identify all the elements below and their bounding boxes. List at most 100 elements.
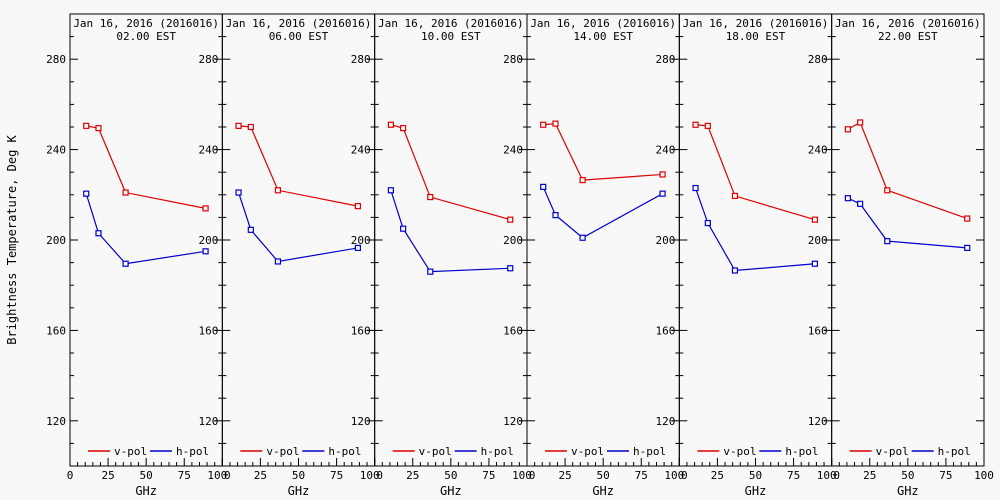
v-pol-line [86,125,206,209]
v-pol-marker [354,203,362,210]
h-pol-marker [354,244,362,252]
v-pol-marker [857,119,864,126]
legend-vpol-label: v-pol [876,445,909,458]
v-pol-marker [507,216,514,223]
y-tick-label: 120 [503,415,523,428]
x-tick-label: 100 [974,469,994,482]
x-tick-label: 25 [711,469,724,482]
panel-1000-est: 120 160 200 240 280 0 25 50 75 100 GHz Jan 16, 2016… [351,13,532,498]
x-tick-label: 50 [597,469,610,482]
y-tick-label: 240 [655,144,675,157]
y-tick-label: 240 [46,144,66,157]
panel-title: Jan 16, 2016 (2016016) [835,17,981,30]
h-pol-marker [692,184,699,192]
y-tick-label: 200 [198,234,218,247]
h-pol-marker [704,219,711,227]
h-pol-line [85,193,206,265]
x-tick-label: 75 [787,469,800,482]
panel-subtitle: 10.00 EST [421,30,481,43]
y-tick-label: 240 [198,144,218,157]
h-pol-marker [247,226,254,233]
x-tick-label: 100 [664,469,684,482]
h-pol-marker [83,190,90,197]
v-pol-marker [247,123,254,131]
h-pol-marker [579,234,586,241]
x-axis-label: GHz [135,484,157,498]
h-pol-marker [95,230,102,237]
v-pol-marker [704,122,711,129]
x-tick-label: 0 [681,469,688,482]
x-axis-label: GHz [592,484,614,498]
panel-title: Jan 16, 2016 (2016016) [378,17,524,30]
v-pol-marker [427,193,434,201]
x-tick-label: 75 [482,469,495,482]
legend-hpol-label: h-pol [328,445,361,458]
h-pol-marker [844,195,851,202]
y-tick-label: 120 [46,415,66,428]
panel-2200-est: 120 160 200 240 280 0 25 50 75 100 GHz Jan 16, 2016… [808,13,994,498]
v-pol-marker [579,177,586,184]
y-tick-label: 120 [351,415,371,428]
panel-subtitle: 18.00 EST [726,30,786,43]
h-pol-marker [659,190,666,197]
panel-subtitle: 06.00 EST [269,30,329,43]
y-tick-label: 200 [351,234,371,247]
panel-subtitle: 22.00 EST [878,30,938,43]
v-pol-marker [731,192,739,200]
y-tick-label: 120 [198,415,218,428]
y-tick-label: 200 [503,234,523,247]
x-tick-label: 25 [254,469,267,482]
y-tick-label: 240 [503,144,523,157]
x-tick-label: 100 [817,469,837,482]
legend-vpol-label: v-pol [266,445,299,458]
v-pol-marker [83,122,90,129]
h-pol-marker [400,225,407,232]
h-pol-marker [731,267,739,274]
legend-vpol-label: v-pol [571,445,604,458]
x-tick-label: 100 [512,469,532,482]
x-tick-label: 0 [376,469,383,482]
x-tick-label: 100 [360,469,380,482]
v-pol-marker [844,126,851,133]
x-axis-label: GHz [288,484,310,498]
x-tick-label: 25 [863,469,876,482]
y-tick-label: 160 [46,324,66,337]
x-axis-label: GHz [897,484,919,498]
y-tick-label: 280 [351,53,371,66]
x-tick-label: 50 [901,469,914,482]
x-tick-label: 50 [749,469,762,482]
x-tick-label: 0 [224,469,231,482]
v-pol-line [543,122,663,181]
x-axis-label: GHz [440,484,462,498]
panel-title: Jan 16, 2016 (2016016) [530,17,676,30]
y-tick-label: 160 [503,324,523,337]
y-tick-label: 200 [808,234,828,247]
h-pol-marker [235,189,242,196]
v-pol-marker [95,125,102,132]
h-pol-line [390,190,511,273]
v-pol-line [238,125,359,207]
v-pol-marker [811,216,819,223]
y-tick-label: 240 [808,144,828,157]
panel-title: Jan 16, 2016 (2016016) [683,17,829,30]
y-tick-label: 160 [655,324,675,337]
y-tick-label: 160 [351,324,371,337]
v-pol-marker [659,171,666,178]
y-tick-label: 240 [351,144,371,157]
v-pol-marker [387,121,394,128]
v-pol-line [390,124,511,221]
h-pol-marker [857,200,864,207]
h-pol-marker [552,212,559,219]
y-tick-label: 280 [46,53,66,66]
x-tick-label: 25 [406,469,419,482]
y-tick-label: 280 [198,53,218,66]
panel-0600-est: 120 160 200 240 280 0 25 50 75 100 GHz Jan 16, 2016… [198,13,380,498]
panel-title: Jan 16, 2016 (2016016) [73,17,219,30]
h-pol-marker [507,265,514,272]
y-tick-label: 160 [808,324,828,337]
y-tick-label: 280 [808,53,828,66]
x-tick-label: 50 [444,469,457,482]
